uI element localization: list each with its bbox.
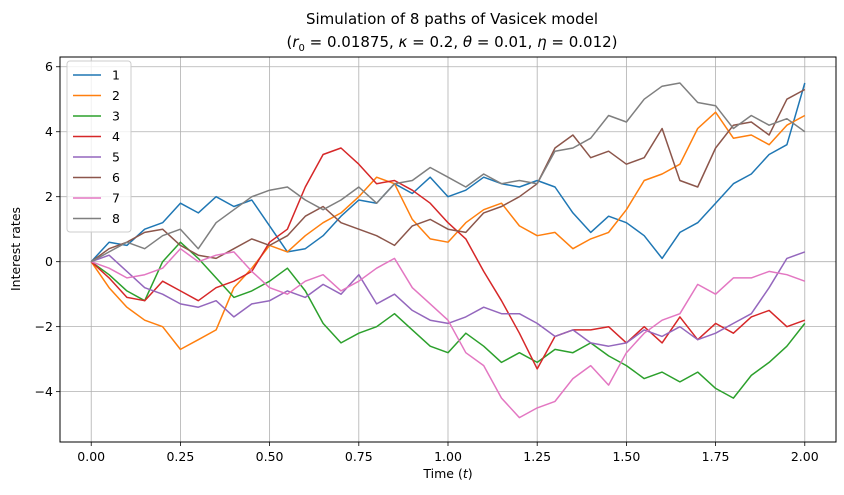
legend-box <box>66 60 132 233</box>
x-tick-label: 2.00 <box>791 449 819 464</box>
x-tick-label: 0.00 <box>77 449 105 464</box>
series-line-1 <box>90 82 806 263</box>
y-axis-ticks: −4 −2 0 2 4 6 <box>35 59 60 399</box>
series-line-2 <box>90 111 806 351</box>
x-axis-ticks: 0.00 0.25 0.50 0.75 1.00 1.25 1.50 1.75 2.00 <box>77 442 819 464</box>
legend-label-8: 8 <box>112 211 120 226</box>
series-line-3 <box>90 241 806 399</box>
y-tick-label: 6 <box>45 59 53 74</box>
grid <box>60 57 836 442</box>
x-axis-label: Time (t) <box>422 466 472 481</box>
series-line-7 <box>90 247 806 419</box>
legend: 1 2 3 4 5 6 7 8 <box>66 60 132 233</box>
series-line-8 <box>90 82 806 263</box>
x-tick-label: 1.50 <box>612 449 640 464</box>
y-tick-label: −2 <box>35 319 53 334</box>
legend-label-6: 6 <box>112 170 120 185</box>
y-tick-label: 2 <box>45 189 53 204</box>
legend-label-1: 1 <box>112 68 120 83</box>
y-tick-label: 0 <box>45 254 53 269</box>
x-tick-label: 0.75 <box>345 449 373 464</box>
legend-label-3: 3 <box>112 109 120 124</box>
series-lines <box>90 82 806 419</box>
legend-label-4: 4 <box>112 129 120 144</box>
x-tick-label: 1.75 <box>702 449 730 464</box>
y-axis-label: Interest rates <box>8 207 23 291</box>
x-tick-label: 0.50 <box>256 449 284 464</box>
y-tick-label: 4 <box>45 124 53 139</box>
chart-subtitle: (r0 = 0.01875, κ = 0.2, θ = 0.01, η = 0.… <box>286 33 617 54</box>
legend-label-7: 7 <box>112 191 120 206</box>
legend-label-2: 2 <box>112 88 120 103</box>
x-tick-label: 1.00 <box>434 449 462 464</box>
series-line-4 <box>90 147 806 370</box>
x-tick-label: 1.25 <box>523 449 551 464</box>
legend-label-5: 5 <box>112 150 120 165</box>
chart-title: Simulation of 8 paths of Vasicek model <box>306 10 598 28</box>
x-tick-label: 0.25 <box>166 449 194 464</box>
y-tick-label: −4 <box>35 384 53 399</box>
series-line-5 <box>90 251 806 347</box>
